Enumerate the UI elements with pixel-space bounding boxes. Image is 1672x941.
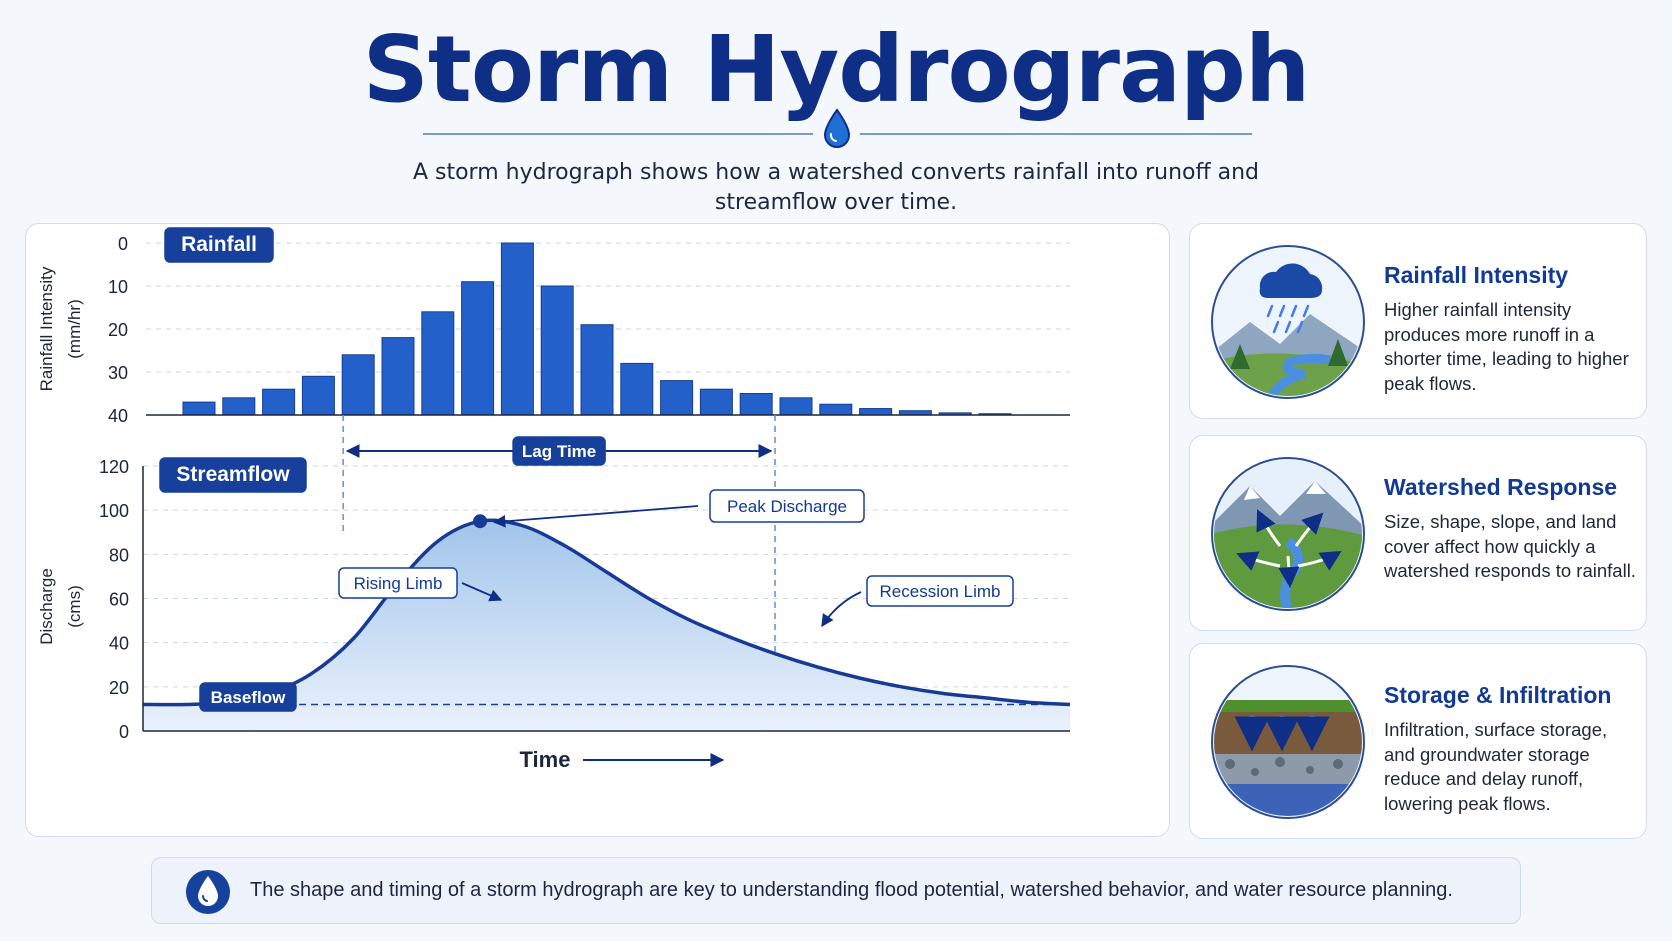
rainfall-bar xyxy=(262,388,296,416)
peak-discharge-marker xyxy=(473,514,488,529)
rain-y-tick: 20 xyxy=(108,320,128,340)
footer-banner: The shape and timing of a storm hydrogra… xyxy=(151,857,1521,924)
rainfall-bar xyxy=(222,397,256,416)
peak-discharge-label-box xyxy=(709,489,865,523)
streamflow-line xyxy=(142,518,1071,707)
card-text: Size, shape, slope, and land cover affec… xyxy=(1384,511,1636,581)
page-title: Storm Hydrograph xyxy=(362,16,1311,123)
flow-y-tick: 60 xyxy=(109,590,129,610)
streamflow-panel-label-box xyxy=(159,457,307,493)
streamflow-area xyxy=(143,520,1070,731)
rain-y-axis-label: Rainfall Intensity (mm/hr) xyxy=(37,266,84,391)
rainfall-panel-label-box xyxy=(164,227,274,263)
water-drop-icon xyxy=(823,108,851,148)
rainfall-bar xyxy=(540,285,574,416)
title-divider-left xyxy=(423,133,813,135)
info-card-rainfall-intensity: Rainfall Intensity Higher rainfall inten… xyxy=(1189,223,1647,419)
soil-infiltration-icon xyxy=(1211,665,1365,819)
info-card-watershed-response: Watershed Response Size, shape, slope, a… xyxy=(1189,435,1647,631)
watershed-mountains-icon xyxy=(1211,457,1365,611)
subtitle: A storm hydrograph shows how a watershed… xyxy=(412,160,1260,215)
rainfall-bar xyxy=(580,324,614,416)
flow-y-label-line: Discharge xyxy=(37,568,56,645)
rainfall-bar xyxy=(620,362,654,416)
rain-y-tick: 10 xyxy=(108,277,128,297)
lag-time-label: Lag Time xyxy=(512,436,606,466)
rain-y-label-line: (mm/hr) xyxy=(65,299,84,358)
flow-y-tick: 80 xyxy=(109,545,129,565)
rainfall-bar xyxy=(500,242,534,416)
peak-discharge-label-text: Peak Discharge xyxy=(727,497,847,516)
baseflow-label-box xyxy=(199,682,297,712)
rising-limb-label-box xyxy=(338,567,458,599)
recession-limb-label: Recession Limb xyxy=(866,575,1014,607)
lag-time-label-text: Lag Time xyxy=(522,442,596,461)
card-text: Higher rainfall intensity produces more … xyxy=(1384,299,1629,394)
rain-y-tick: 30 xyxy=(108,363,128,383)
baseflow-label: Baseflow xyxy=(199,682,297,712)
rainfall-panel-label: Rainfall xyxy=(164,227,274,263)
flow-y-tick: 40 xyxy=(109,634,129,654)
hydrograph-chart: Rainfall 0 10 20 30 40 Rainfall Intensity (mm/… xyxy=(37,227,1071,772)
rainfall-bar xyxy=(859,408,893,416)
rainfall-bar xyxy=(182,401,216,416)
rising-limb-label-text: Rising Limb xyxy=(354,574,443,593)
rainfall-panel-label-text: Rainfall xyxy=(181,233,257,256)
baseflow-label-text: Baseflow xyxy=(211,688,286,707)
recession-limb-label-text: Recession Limb xyxy=(880,582,1001,601)
peak-discharge-label: Peak Discharge xyxy=(709,489,865,523)
rainfall-bar xyxy=(341,354,375,416)
flow-y-tick: 120 xyxy=(99,457,129,477)
streamflow-panel-label: Streamflow xyxy=(159,457,307,493)
flow-y-tick: 20 xyxy=(109,678,129,698)
water-drop-icon xyxy=(186,870,230,914)
rainfall-bar xyxy=(819,403,853,416)
rainfall-bar xyxy=(699,388,733,416)
rain-y-label-line: Rainfall Intensity xyxy=(37,266,56,391)
rainfall-bar xyxy=(779,397,813,416)
peak-discharge-arrow xyxy=(492,505,699,528)
flow-y-label-line: (cms) xyxy=(65,585,84,627)
rainfall-bar xyxy=(739,393,773,416)
card-title: Storage & Infiltration xyxy=(1384,682,1612,708)
recession-limb-label-box xyxy=(866,575,1014,607)
card-text: Infiltration, surface storage, and groun… xyxy=(1384,719,1608,814)
rising-limb-label: Rising Limb xyxy=(338,567,458,599)
rainfall-bar xyxy=(301,375,335,416)
title-divider-right xyxy=(860,133,1252,135)
rainfall-bar xyxy=(461,281,495,416)
flow-y-axis-label: Discharge (cms) xyxy=(37,568,84,645)
info-card-storage-infiltration: Storage & Infiltration Infiltration, sur… xyxy=(1189,643,1647,839)
rain-y-tick: 0 xyxy=(118,234,128,254)
card-title: Watershed Response xyxy=(1384,474,1618,500)
rain-y-tick: 40 xyxy=(108,406,128,426)
rising-limb-arrow xyxy=(461,582,503,602)
recession-limb-arrow xyxy=(821,591,862,628)
rainfall-bar xyxy=(421,311,455,416)
lag-time-label-box xyxy=(512,436,606,466)
rainfall-bar xyxy=(660,380,694,416)
flow-y-tick: 100 xyxy=(99,501,129,521)
rainfall-bar xyxy=(381,337,415,416)
footer-text: The shape and timing of a storm hydrogra… xyxy=(250,879,1453,901)
time-axis-label: Time xyxy=(520,747,571,772)
flow-y-tick: 0 xyxy=(119,722,129,742)
card-title: Rainfall Intensity xyxy=(1384,262,1569,288)
streamflow-panel-label-text: Streamflow xyxy=(176,463,290,486)
rain-cloud-landscape-icon xyxy=(1211,245,1365,399)
